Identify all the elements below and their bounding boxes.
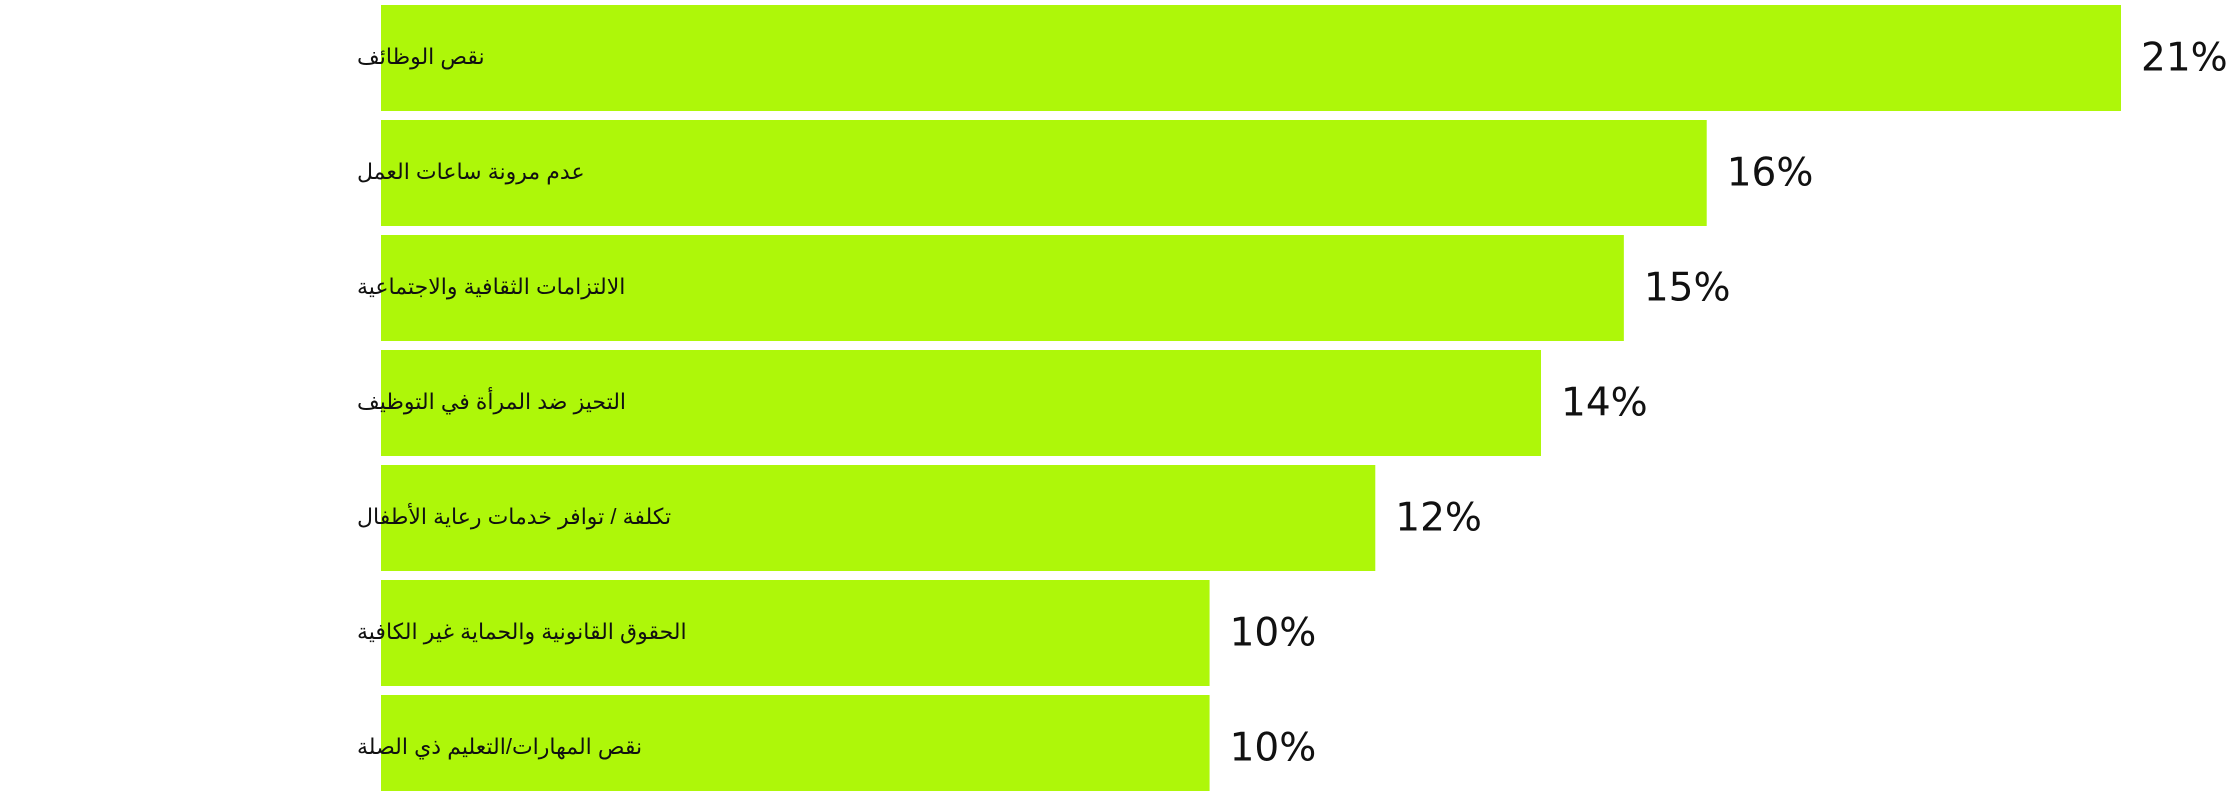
category-label-3: الالتزامات الثقافية والاجتماعية (357, 274, 625, 299)
category-label-6: الحقوق القانونية والحماية غير الكافية (357, 619, 687, 644)
bar-5 (381, 465, 1376, 571)
bars-layer (381, 5, 2121, 791)
bar-2 (381, 120, 1707, 226)
value-label-1: 21% (2141, 36, 2228, 81)
bar-1 (381, 5, 2121, 111)
value-label-3: 15% (1644, 266, 1731, 311)
category-label-2: عدم مرونة ساعات العمل (357, 159, 585, 184)
category-label-7: نقص المهارات/التعليم ذي الصلة (357, 734, 642, 760)
value-label-6: 10% (1230, 611, 1317, 656)
value-label-4: 14% (1561, 381, 1648, 426)
value-label-5: 12% (1395, 496, 1482, 541)
category-labels-layer: نقص الوظائف عدم مرونة ساعات العمل الالتزام… (357, 44, 687, 760)
category-label-5: تكلفة / توافر خدمات رعاية الأطفال (357, 503, 671, 529)
bar-7 (381, 695, 1210, 791)
bar-4 (381, 350, 1541, 456)
category-label-1: نقص الوظائف (357, 44, 485, 70)
bar-3 (381, 235, 1624, 341)
value-label-7: 10% (1230, 726, 1317, 771)
category-label-4: التحيز ضد المرأة في التوظيف (357, 387, 626, 415)
value-labels-layer: 21% 16% 15% 14% 12% 10% 10% (1230, 36, 2228, 771)
value-label-2: 16% (1727, 151, 1814, 196)
bar-6 (381, 580, 1210, 686)
